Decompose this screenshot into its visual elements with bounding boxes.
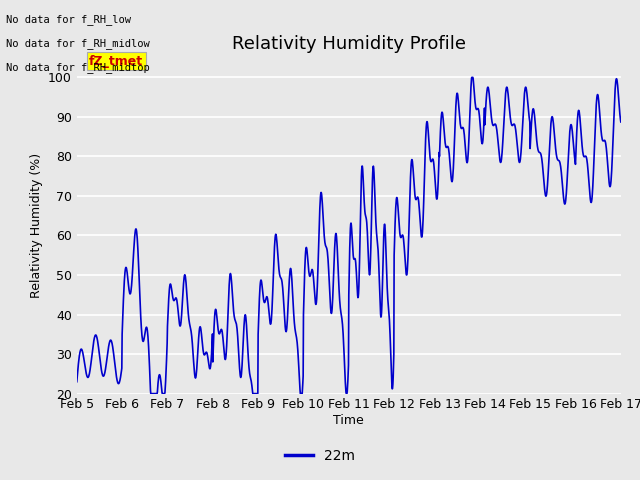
Y-axis label: Relativity Humidity (%): Relativity Humidity (%) <box>29 153 42 298</box>
X-axis label: Time: Time <box>333 414 364 427</box>
Text: No data for f_RH_midlow: No data for f_RH_midlow <box>6 38 150 49</box>
Text: No data for f_RH_midtop: No data for f_RH_midtop <box>6 62 150 73</box>
Text: No data for f_RH_low: No data for f_RH_low <box>6 14 131 25</box>
Title: Relativity Humidity Profile: Relativity Humidity Profile <box>232 35 466 53</box>
Legend: 22m: 22m <box>280 443 360 468</box>
Text: fZ_tmet: fZ_tmet <box>89 55 143 68</box>
